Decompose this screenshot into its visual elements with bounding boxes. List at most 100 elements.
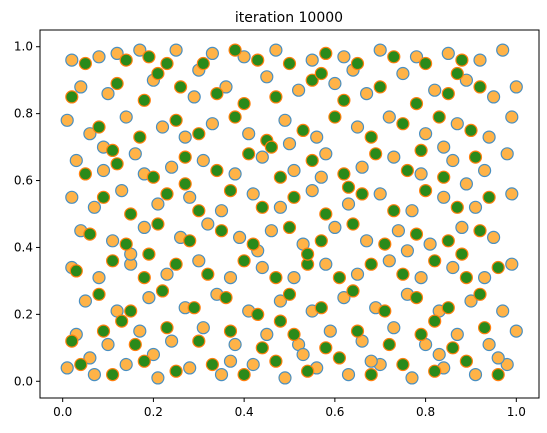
scatter-point [105, 254, 120, 268]
scatter-point [187, 90, 201, 104]
scatter-point [350, 56, 365, 71]
scatter-point [92, 271, 106, 285]
scatter-point [60, 361, 74, 375]
scatter-point [464, 123, 478, 137]
x-tick-label: 0.2 [144, 405, 163, 419]
scatter-point [450, 117, 464, 131]
scatter-point [192, 254, 206, 268]
scatter-point [105, 368, 120, 382]
scatter-point [278, 113, 292, 127]
scatter-point [287, 327, 301, 341]
scatter-point [201, 267, 215, 281]
scatter-point [187, 301, 201, 315]
scatter-point [119, 110, 133, 124]
scatter-point [419, 127, 433, 141]
scatter-point [269, 354, 283, 368]
scatter-point [205, 117, 219, 131]
scatter-point [237, 96, 251, 111]
x-axis: 0.0 0.2 0.4 0.6 0.8 1.0 [53, 398, 526, 419]
scatter-point [160, 56, 174, 71]
scatter-point [151, 371, 165, 385]
scatter-point [246, 187, 260, 201]
scatter-point [205, 46, 219, 61]
scatter-point [446, 260, 460, 275]
scatter-point [151, 197, 165, 211]
scatter-point [273, 200, 287, 214]
scatter-point [133, 130, 147, 144]
scatter-point [237, 254, 251, 268]
scatter-point [459, 177, 473, 191]
scatter-point [387, 150, 401, 164]
scatter-point [119, 53, 133, 67]
scatter-point [473, 53, 487, 67]
scatter-point [160, 187, 174, 201]
scatter-point [142, 50, 156, 64]
scatter-point [228, 110, 242, 124]
scatter-point [264, 224, 278, 238]
scatter-point [346, 217, 360, 231]
scatter-point [296, 347, 310, 362]
scatter-point [269, 271, 283, 285]
scatter-point [269, 43, 283, 57]
scatter-point [478, 163, 492, 178]
scatter-point [137, 93, 151, 107]
scatter-point [65, 334, 79, 348]
scatter-point [273, 294, 287, 308]
scatter-point [137, 354, 151, 368]
scatter-point [378, 237, 392, 251]
scatter-point [264, 140, 278, 154]
scatter-point [251, 307, 265, 321]
scatter-point [192, 204, 206, 218]
chart-title: iteration 10000 [235, 10, 343, 26]
scatter-point [314, 66, 328, 81]
scatter-point [260, 327, 274, 341]
scatter-point [205, 357, 219, 372]
scatter-point [387, 321, 401, 335]
scatter-point [223, 271, 238, 285]
scatter-point [428, 364, 442, 378]
scatter-point [432, 110, 446, 124]
scatter-point [414, 167, 428, 181]
scatter-point [428, 83, 442, 97]
y-tick-label: 0.8 [14, 107, 33, 121]
scatter-point [337, 167, 351, 181]
scatter-point [409, 50, 424, 64]
scatter-point [500, 357, 514, 372]
scatter-point [423, 237, 437, 251]
scatter-point [364, 257, 378, 271]
scatter-point [382, 110, 396, 124]
scatter-point [260, 70, 274, 84]
scatter-point [192, 334, 206, 348]
x-tick-label: 0.4 [235, 405, 254, 419]
scatter-point [155, 284, 170, 298]
y-tick-label: 0.4 [14, 240, 33, 254]
scatter-point [337, 93, 351, 107]
scatter-point [174, 80, 188, 94]
scatter-point [65, 53, 79, 67]
scatter-point [337, 50, 351, 64]
scatter-point [396, 117, 410, 131]
scatter-point [160, 321, 174, 335]
scatter-point [101, 86, 115, 101]
scatter-point [319, 257, 333, 271]
scatter-point [178, 150, 192, 164]
points-layer [60, 43, 523, 385]
scatter-point [169, 113, 183, 127]
scatter-point [346, 284, 360, 298]
y-tick-label: 0.0 [14, 374, 33, 388]
scatter-point [242, 147, 256, 161]
scatter-point [341, 368, 356, 382]
scatter-point [491, 368, 505, 382]
scatter-point [282, 137, 297, 151]
scatter-point [491, 260, 505, 275]
scatter-point [228, 43, 242, 57]
scatter-point [468, 368, 483, 382]
scatter-point [505, 187, 519, 201]
scatter-point [110, 157, 124, 171]
scatter-point [78, 167, 93, 181]
scatter-point [78, 56, 93, 71]
x-tick-label: 1.0 [507, 405, 526, 419]
scatter-point [296, 123, 310, 137]
scatter-point [350, 324, 365, 338]
